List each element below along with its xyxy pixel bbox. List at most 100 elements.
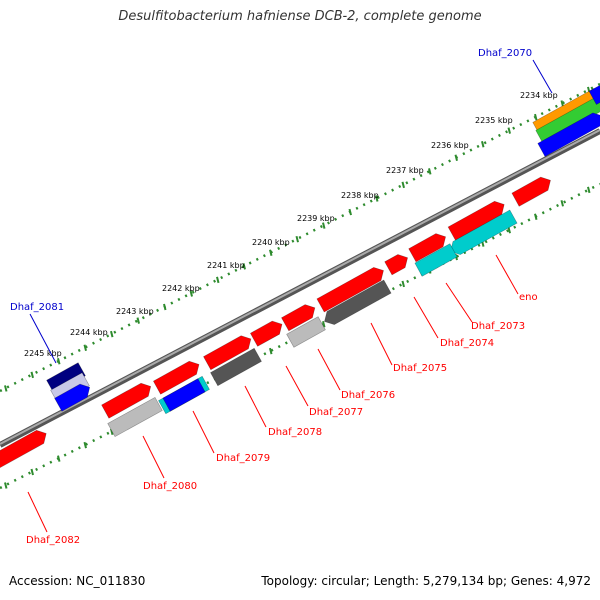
outer-tick-mark bbox=[348, 208, 352, 216]
inner-tick-mark bbox=[30, 468, 34, 476]
outer-tick-mark bbox=[454, 154, 458, 162]
kbp-label: 2236 kbp bbox=[431, 141, 469, 150]
gene-leader-line bbox=[192, 410, 215, 454]
blue-feature-edge bbox=[588, 85, 600, 105]
gene-leader-line bbox=[413, 296, 439, 339]
outer-tick-mark bbox=[428, 168, 432, 175]
cds-dhaf-2079 bbox=[203, 335, 252, 371]
gene-leader-line bbox=[27, 491, 48, 533]
kbp-label: 2238 kbp bbox=[341, 191, 379, 200]
outer-tick-mark bbox=[216, 276, 220, 284]
inner-tick-mark bbox=[269, 347, 273, 355]
outer-tick-mark bbox=[295, 235, 299, 243]
cds-dhaf-2078 bbox=[249, 320, 283, 347]
gene-label: Dhaf_2079 bbox=[216, 453, 270, 464]
kbp-label: 2237 kbp bbox=[386, 166, 424, 175]
backbone-highlight bbox=[0, 129, 600, 445]
outer-tick-mark bbox=[560, 100, 564, 107]
outer-tick-mark bbox=[30, 371, 34, 379]
gene-leader-line bbox=[445, 282, 473, 323]
dark-grey-feature bbox=[324, 279, 392, 325]
outer-tick-mark bbox=[4, 385, 8, 392]
kbp-label: 2241 kbp bbox=[207, 261, 245, 270]
kbp-label: 2245 kbp bbox=[24, 349, 62, 358]
outer-tick-mark bbox=[269, 249, 273, 257]
gene-label: eno bbox=[519, 292, 538, 303]
inner-tick-mark bbox=[322, 320, 326, 328]
gene-leader-line bbox=[495, 254, 519, 295]
kbp-label: 2240 kbp bbox=[252, 238, 290, 247]
cds-dhaf-2077 bbox=[281, 304, 316, 332]
gene-label: Dhaf_2082 bbox=[26, 535, 80, 546]
topology-text: Topology: circular; Length: 5,279,134 bp… bbox=[261, 574, 591, 588]
gene-label: Dhaf_2077 bbox=[309, 407, 363, 418]
gene-leader-line bbox=[142, 435, 165, 479]
kbp-label: 2242 kbp bbox=[162, 284, 200, 293]
gene-leader-line bbox=[532, 59, 553, 94]
outer-tick-ring bbox=[0, 82, 600, 393]
outer-tick-mark bbox=[507, 127, 511, 134]
map-title: Desulfitobacterium hafniense DCB-2, comp… bbox=[118, 9, 482, 24]
outer-tick-mark bbox=[83, 344, 87, 351]
inner-tick-mark bbox=[83, 441, 87, 449]
gene-leader-line bbox=[317, 348, 341, 391]
blue-feature bbox=[162, 378, 206, 412]
cds-dhaf-2074b bbox=[384, 254, 408, 276]
kbp-label: 2244 kbp bbox=[70, 328, 108, 337]
feature-tracks bbox=[0, 85, 600, 469]
kbp-label: 2235 kbp bbox=[475, 116, 513, 125]
outer-tick-mark bbox=[136, 317, 140, 324]
cyan-feature-2 bbox=[414, 243, 458, 277]
inner-tick-mark bbox=[401, 280, 405, 288]
kbp-label: 2234 kbp bbox=[520, 91, 558, 100]
cds-dhaf-2082 bbox=[0, 429, 47, 469]
kbp-label: 2243 kbp bbox=[116, 307, 154, 316]
gene-leader-line bbox=[244, 385, 267, 428]
kbp-labels: 2234 kbp 2235 kbp 2236 kbp 2237 kbp 2238 kbp… bbox=[24, 91, 558, 358]
cds-dhaf-2080 bbox=[152, 360, 200, 395]
cds-eno bbox=[511, 176, 551, 207]
cds-dhaf-2074 bbox=[408, 233, 446, 263]
gene-leader-line bbox=[370, 322, 393, 366]
outer-tick-mark bbox=[322, 222, 326, 229]
gene-label: Dhaf_2078 bbox=[268, 427, 322, 438]
kbp-label: 2239 kbp bbox=[297, 214, 335, 223]
gene-label: Dhaf_2081 bbox=[10, 302, 64, 313]
backbone bbox=[0, 128, 600, 448]
inner-tick-mark bbox=[587, 186, 591, 194]
accession-text: Accession: NC_011830 bbox=[9, 574, 146, 588]
gene-leader-line bbox=[285, 365, 309, 407]
outer-tick-mark bbox=[110, 330, 114, 338]
light-grey-feature bbox=[286, 316, 326, 348]
dark-grey-feature-2 bbox=[210, 347, 262, 387]
outer-tick-mark bbox=[481, 140, 485, 148]
navy-feature bbox=[46, 362, 86, 394]
outer-tick-mark bbox=[163, 303, 167, 311]
outer-tick-mark bbox=[189, 290, 193, 297]
light-grey-feature-2 bbox=[107, 396, 163, 438]
outer-tick-mark bbox=[242, 263, 246, 270]
outer-tick-mark bbox=[401, 181, 405, 189]
blue-feature-2 bbox=[537, 112, 600, 157]
cds-dhaf-2075 bbox=[316, 267, 384, 313]
cds-dhaf-2080b bbox=[101, 382, 152, 419]
cds-dhaf-2073 bbox=[447, 200, 505, 241]
green-feature bbox=[535, 96, 600, 144]
gene-label: Dhaf_2073 bbox=[471, 321, 525, 332]
inner-tick-mark bbox=[4, 482, 8, 489]
inner-tick-mark bbox=[57, 455, 61, 462]
gene-label: Dhaf_2076 bbox=[341, 390, 395, 401]
inner-tick-mark bbox=[534, 213, 538, 220]
inner-tick-mark bbox=[507, 226, 511, 234]
gene-label: Dhaf_2070 bbox=[478, 48, 532, 59]
gene-label: Dhaf_2080 bbox=[143, 481, 197, 492]
inner-tick-mark bbox=[560, 200, 564, 207]
outer-tick-mark bbox=[534, 113, 538, 121]
gene-leader-line bbox=[29, 313, 57, 364]
outer-tick-mark bbox=[375, 195, 379, 202]
gene-label: Dhaf_2074 bbox=[440, 338, 494, 349]
outer-tick-mark bbox=[57, 358, 61, 365]
gene-label: Dhaf_2075 bbox=[393, 363, 447, 374]
